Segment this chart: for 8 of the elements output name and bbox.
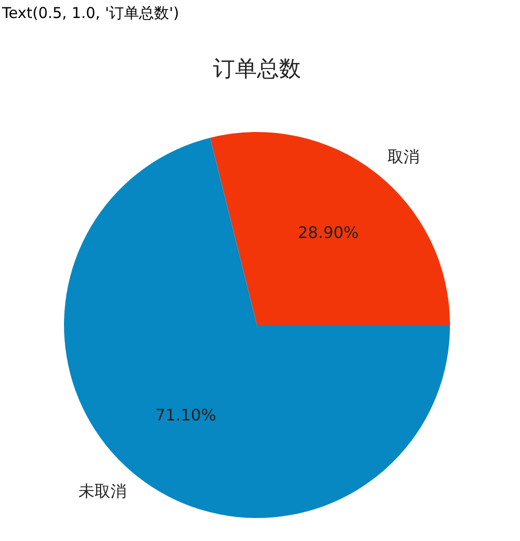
pie-slice xyxy=(64,138,450,518)
slice-label: 未取消 xyxy=(78,482,126,501)
data-label: 28.90% xyxy=(298,223,359,242)
chart-title: 订单总数 xyxy=(213,57,301,82)
slice-label: 取消 xyxy=(388,147,420,166)
data-label: 71.10% xyxy=(155,406,216,425)
text: Text(0.5, 1.0, '订单总数') xyxy=(1,4,180,22)
pie-slice xyxy=(210,132,450,325)
